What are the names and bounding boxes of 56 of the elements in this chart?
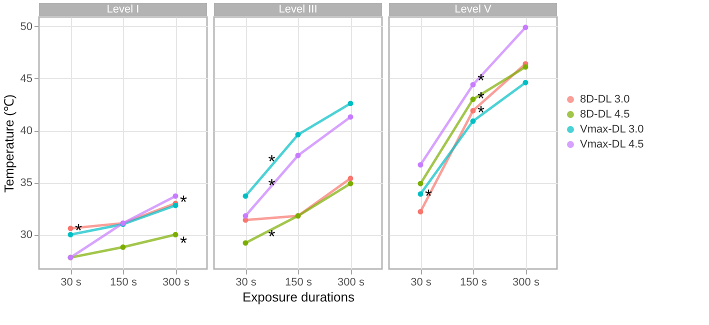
legend-label: Vmax-DL 4.5 [580, 138, 644, 150]
legend-label: Vmax-DL 3.0 [580, 124, 644, 136]
point [418, 162, 424, 168]
point [418, 191, 424, 197]
y-axis-title: Temperature (℃) [1, 94, 16, 193]
point [295, 152, 301, 158]
annotation: * [268, 152, 276, 172]
annotation: * [477, 70, 485, 90]
point [418, 180, 424, 186]
point [348, 114, 354, 120]
legend-label: 8D-DL 3.0 [580, 94, 630, 106]
point [242, 213, 248, 219]
x-tick-label: 300 s [162, 276, 190, 288]
point [172, 193, 178, 199]
x-tick-label: 150 s [285, 276, 312, 288]
x-tick-label: 30 s [410, 276, 432, 288]
y-tick-label: 30 [20, 229, 32, 242]
point [295, 132, 301, 138]
point [68, 232, 74, 238]
x-tick-label: 150 s [110, 276, 138, 288]
annotation: * [74, 220, 82, 240]
y-tick-label: 50 [20, 20, 32, 33]
annotation: * [268, 226, 276, 247]
point [522, 64, 528, 70]
point [242, 193, 248, 199]
x-tick-label: 300 s [338, 276, 365, 288]
point [348, 180, 354, 186]
point [522, 80, 528, 86]
x-axis-title: Exposure durations [242, 290, 356, 304]
point [68, 226, 74, 232]
annotation: * [268, 176, 276, 196]
chart-title: Level III [278, 4, 318, 16]
chart-title: Level I [106, 4, 140, 16]
point [470, 82, 476, 88]
point [418, 208, 424, 214]
point [242, 240, 248, 246]
point [522, 24, 528, 30]
y-tick-label: 35 [20, 177, 32, 190]
y-tick-label: 45 [20, 72, 32, 85]
annotation: * [424, 186, 432, 206]
x-tick-label: 300 s [512, 276, 540, 288]
point [470, 108, 476, 114]
y-tick-label: 40 [20, 125, 32, 138]
chart-title: Level V [454, 4, 492, 16]
point [172, 232, 178, 238]
point [348, 100, 354, 106]
point [348, 176, 354, 182]
x-tick-label: 150 s [460, 276, 488, 288]
point [470, 96, 476, 102]
x-tick-label: 30 s [60, 276, 82, 288]
point [470, 118, 476, 124]
legend-label: 8D-DL 4.5 [580, 108, 630, 120]
point [120, 244, 126, 250]
x-tick-label: 30 s [236, 276, 257, 288]
annotation: * [180, 192, 188, 212]
annotation: * [180, 232, 188, 253]
